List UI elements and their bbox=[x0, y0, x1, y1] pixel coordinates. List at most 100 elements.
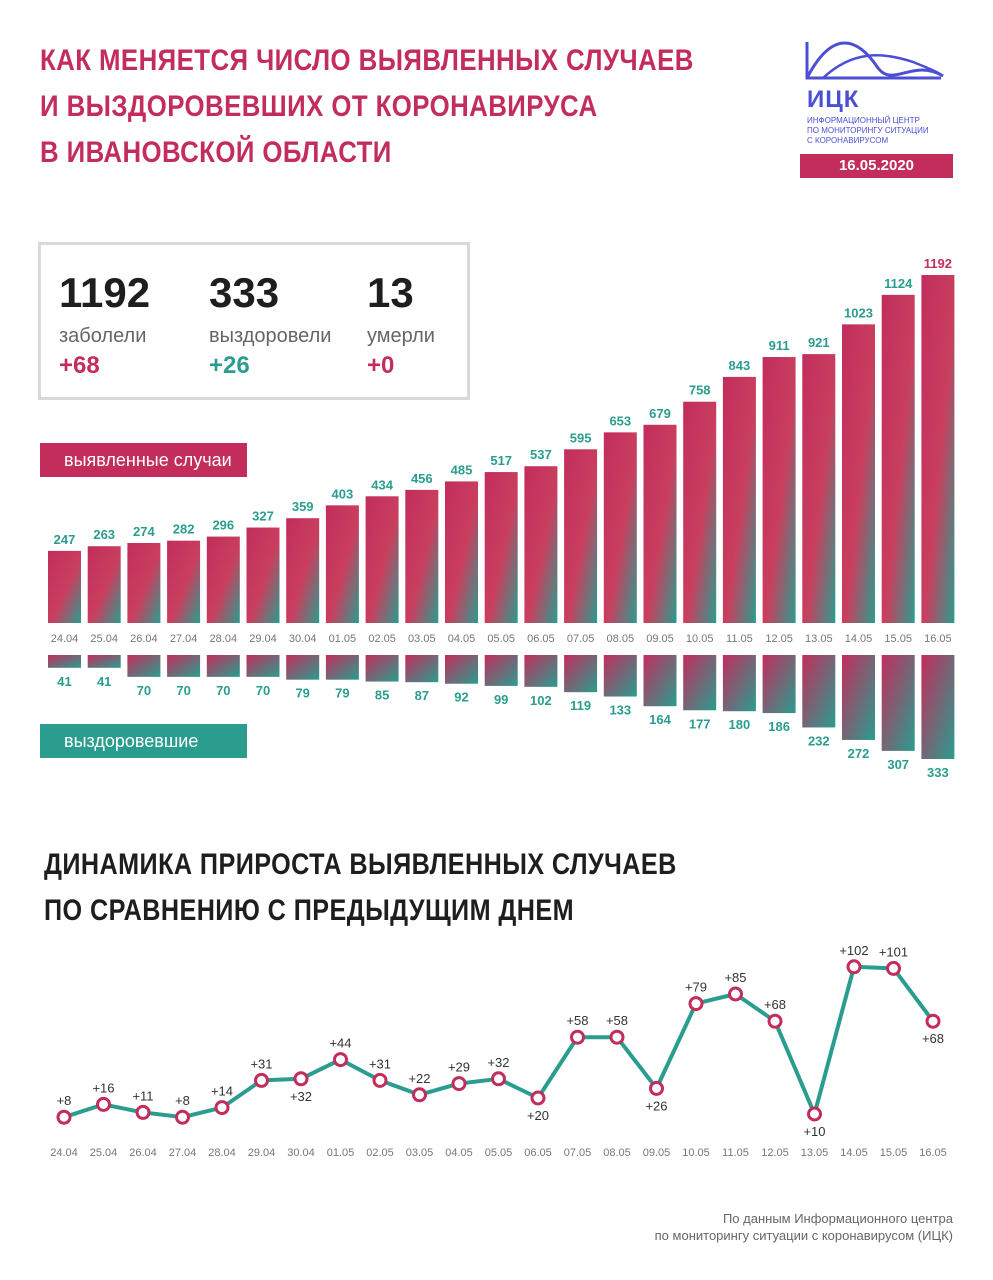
recovered-value-label: 70 bbox=[256, 683, 270, 698]
recovered-bar bbox=[921, 655, 955, 759]
growth-point bbox=[649, 1080, 664, 1096]
recovered-value-label: 85 bbox=[375, 688, 389, 703]
detected-label: выявленные случаи bbox=[40, 443, 247, 477]
growth-date-tick: 08.05 bbox=[603, 1147, 631, 1159]
detected-bar bbox=[325, 505, 359, 623]
recovered-bar bbox=[167, 655, 201, 677]
detected-bar bbox=[881, 294, 915, 623]
page-title: КАК МЕНЯЕТСЯ ЧИСЛО ВЫЯВЛЕННЫХ СЛУЧАЕВ И … bbox=[40, 38, 694, 176]
detected-bar bbox=[206, 536, 240, 623]
logo-sub-line: ИНФОРМАЦИОННЫЙ ЦЕНТР bbox=[807, 116, 920, 125]
growth-date-tick: 04.05 bbox=[445, 1147, 473, 1159]
growth-point bbox=[609, 1029, 625, 1045]
growth-date-tick: 09.05 bbox=[643, 1147, 671, 1159]
detected-bar bbox=[921, 275, 955, 623]
date-tick-label: 08.05 bbox=[607, 633, 635, 645]
recovered-bar bbox=[643, 655, 677, 707]
title-line: КАК МЕНЯЕТСЯ ЧИСЛО ВЫЯВЛЕННЫХ СЛУЧАЕВ bbox=[40, 44, 694, 77]
growth-value-label: +8 bbox=[175, 1093, 190, 1108]
growth-value-label: +32 bbox=[487, 1055, 509, 1070]
date-tick-label: 14.05 bbox=[845, 633, 873, 645]
growth-point bbox=[214, 1100, 230, 1116]
recovered-value-label: 177 bbox=[689, 716, 711, 731]
detected-bar bbox=[87, 546, 121, 623]
recovered-bar bbox=[762, 655, 796, 714]
growth-value-label: +32 bbox=[290, 1089, 312, 1104]
detected-bar bbox=[365, 496, 399, 623]
growth-value-label: +68 bbox=[922, 1031, 944, 1046]
recovered-value-label: 79 bbox=[295, 686, 309, 701]
recovered-bar bbox=[127, 655, 161, 677]
detected-value-label: 327 bbox=[252, 509, 274, 524]
date-tick-label: 05.05 bbox=[487, 633, 515, 645]
growth-point bbox=[925, 1013, 941, 1029]
growth-date-tick: 26.04 bbox=[129, 1147, 157, 1159]
growth-date-tick: 02.05 bbox=[366, 1147, 394, 1159]
growth-date-tick: 12.05 bbox=[761, 1147, 789, 1159]
logo-sub-line: С КОРОНАВИРУСОМ bbox=[807, 136, 889, 145]
detected-bar bbox=[48, 550, 81, 623]
growth-point bbox=[254, 1072, 269, 1088]
growth-point bbox=[530, 1090, 546, 1106]
recovered-bar bbox=[524, 655, 558, 687]
detected-bar bbox=[167, 540, 201, 623]
date-tick-label: 10.05 bbox=[686, 633, 714, 645]
stat-delta: +68 bbox=[59, 352, 100, 379]
cases-bar-chart: 247 24.04 41 263 25.04 41 274 26.04 70 282 27.04 70… bbox=[48, 256, 955, 780]
growth-point bbox=[96, 1096, 111, 1112]
growth-point bbox=[135, 1104, 151, 1120]
stat-label: заболели bbox=[59, 325, 147, 347]
recovered-value-label: 119 bbox=[570, 698, 591, 713]
detected-bar bbox=[842, 324, 875, 623]
stat-value: 333 bbox=[209, 269, 280, 316]
growth-title: ДИНАМИКА ПРИРОСТА ВЫЯВЛЕННЫХ СЛУЧАЕВ ПО … bbox=[44, 842, 677, 934]
detected-value-label: 653 bbox=[609, 413, 631, 428]
detected-bar bbox=[564, 449, 598, 623]
growth-point bbox=[807, 1106, 822, 1122]
detected-value-label: 1192 bbox=[924, 256, 952, 271]
growth-value-label: +79 bbox=[685, 980, 707, 995]
date-tick-label: 13.05 bbox=[805, 633, 833, 645]
growth-point bbox=[293, 1071, 309, 1087]
growth-point bbox=[372, 1072, 388, 1088]
recovered-bar bbox=[445, 655, 478, 684]
recovered-bar bbox=[325, 655, 359, 680]
date-tick-label: 15.05 bbox=[884, 633, 912, 645]
date-tick-label: 27.04 bbox=[170, 633, 198, 645]
recovered-bar bbox=[484, 655, 518, 686]
detected-value-label: 274 bbox=[133, 524, 155, 539]
detected-bar bbox=[643, 424, 677, 623]
growth-date-tick: 24.04 bbox=[50, 1147, 78, 1159]
growth-point bbox=[175, 1109, 190, 1125]
growth-date-tick: 15.05 bbox=[880, 1147, 908, 1159]
footer-line: по мониторингу ситуации с коронавирусом … bbox=[654, 1228, 953, 1243]
footer-line: По данным Информационного центра bbox=[722, 1211, 953, 1226]
logo: ИЦК ИНФОРМАЦИОННЫЙ ЦЕНТР ПО МОНИТОРИНГУ … bbox=[803, 38, 953, 145]
detected-value-label: 359 bbox=[292, 499, 314, 514]
recovered-value-label: 87 bbox=[415, 688, 429, 703]
growth-date-tick: 13.05 bbox=[801, 1147, 829, 1159]
recovered-value-label: 180 bbox=[729, 717, 751, 732]
stat-label: умерли bbox=[367, 325, 435, 347]
stat-recovered: 333 выздоровели +26 bbox=[209, 269, 331, 380]
detected-value-label: 263 bbox=[93, 527, 115, 542]
recovered-value-label: 70 bbox=[176, 683, 190, 698]
date-tick-label: 01.05 bbox=[329, 633, 357, 645]
stat-infected: 1192 заболели +68 bbox=[59, 269, 150, 380]
recovered-bar bbox=[206, 655, 240, 677]
recovered-value-label: 102 bbox=[530, 693, 552, 708]
growth-date-tick: 30.04 bbox=[287, 1147, 315, 1159]
growth-value-label: +8 bbox=[57, 1093, 72, 1108]
growth-value-label: +101 bbox=[879, 944, 908, 959]
recovered-value-label: 41 bbox=[97, 674, 111, 689]
recovered-bar bbox=[683, 655, 717, 711]
recovered-value-label: 307 bbox=[887, 757, 909, 772]
detected-value-label: 485 bbox=[451, 462, 473, 477]
date-tick-label: 09.05 bbox=[646, 633, 674, 645]
growth-value-label: +14 bbox=[211, 1084, 233, 1099]
growth-point bbox=[570, 1029, 585, 1045]
title-line: В ИВАНОВСКОЙ ОБЛАСТИ bbox=[40, 136, 392, 169]
recovered-value-label: 41 bbox=[57, 674, 71, 689]
detected-bar bbox=[246, 527, 280, 623]
recovered-bar bbox=[802, 655, 836, 728]
